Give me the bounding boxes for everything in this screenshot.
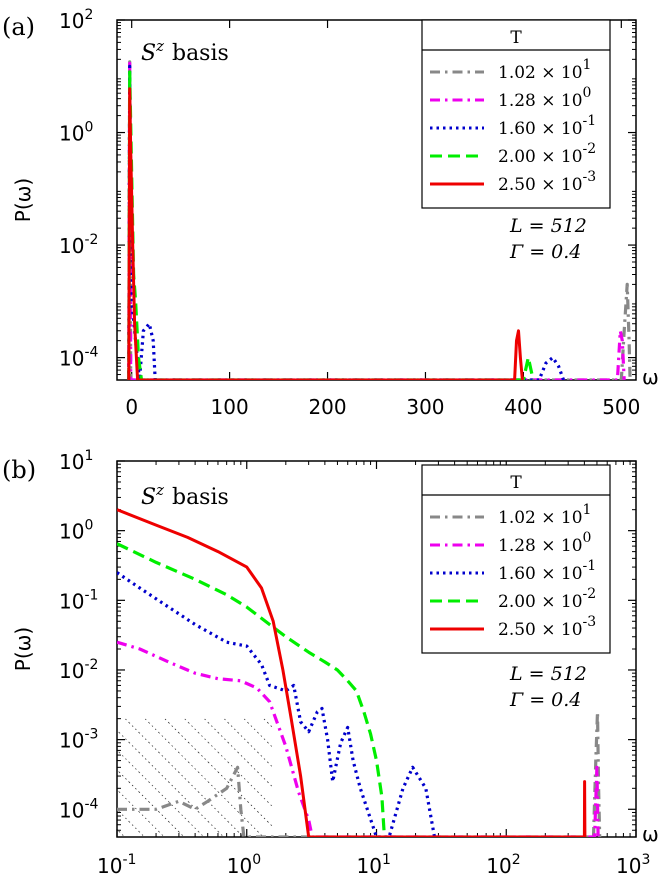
y-tick-label: 10-2: [59, 657, 98, 683]
x-tick-label: 102: [486, 852, 520, 878]
legend-entry: 2.50 × 10-3: [498, 169, 596, 195]
panel-label: (a): [2, 13, 35, 41]
param-label: Γ = 0.4: [509, 689, 581, 711]
param-label: L = 512: [509, 663, 587, 685]
basis-annotation: Sz basis: [141, 481, 229, 510]
basis-annotation: Sz basis: [141, 37, 229, 66]
x-tick-label: 103: [616, 852, 650, 878]
y-tick-label: 102: [59, 7, 93, 33]
x-tick-label: 101: [357, 852, 391, 878]
y-tick-label: 10-1: [59, 587, 98, 613]
x-tick-label: 0: [125, 395, 138, 419]
x-tick-label: 300: [406, 395, 444, 419]
series-line-2: [127, 64, 566, 380]
series-line-4: [117, 508, 587, 837]
y-tick-label: 100: [59, 120, 93, 146]
y-axis-label: P(ω): [11, 178, 35, 222]
legend-entry: 2.00 × 10-2: [498, 586, 596, 612]
panel-b: 101 100 10-1 10-2 10-3 10-4 10-1 100 101 102 103 ω P…: [2, 448, 659, 878]
x-tick-label: 100: [227, 852, 261, 878]
series-line-1: [127, 61, 626, 380]
legend-entry: 1.28 × 100: [498, 85, 591, 111]
y-tick-label: 10-2: [59, 232, 98, 258]
x-tick-label: 10-1: [97, 852, 136, 878]
x-axis-label: ω: [642, 365, 659, 389]
y-axis-label: P(ω): [11, 627, 35, 671]
x-tick-label: 400: [504, 395, 542, 419]
panel-label: (b): [2, 456, 36, 484]
legend-entry: 1.02 × 101: [498, 502, 591, 528]
legend-entry: 1.60 × 10-1: [498, 113, 596, 139]
legend-entry: 1.60 × 10-1: [498, 558, 596, 584]
param-label: Γ = 0.4: [509, 241, 581, 263]
series-line-2: [117, 571, 437, 837]
x-tick-label: 500: [602, 395, 640, 419]
y-tick-label: 10-4: [59, 796, 99, 822]
x-tick-label: 200: [308, 395, 346, 419]
y-tick-label: 101: [59, 448, 93, 474]
y-tick-label: 10-4: [59, 345, 99, 371]
y-tick-label: 10-3: [59, 727, 98, 753]
legend-title: T: [510, 473, 522, 493]
legend-entry: 2.50 × 10-3: [498, 614, 596, 640]
series-line-4: [127, 87, 524, 380]
hatched-region: [117, 718, 274, 837]
series-line-1: [117, 640, 600, 837]
legend-entry: 1.28 × 100: [498, 530, 591, 556]
legend-title: T: [510, 28, 522, 48]
y-tick-label: 100: [59, 518, 93, 544]
param-label: L = 512: [509, 215, 587, 237]
legend-entry: 2.00 × 10-2: [498, 141, 596, 167]
series-line-3: [117, 542, 386, 837]
x-tick-label: 100: [211, 395, 249, 419]
x-axis-label: ω: [642, 822, 659, 846]
series-line-0: [117, 710, 602, 837]
legend-entry: 1.02 × 101: [498, 57, 591, 83]
